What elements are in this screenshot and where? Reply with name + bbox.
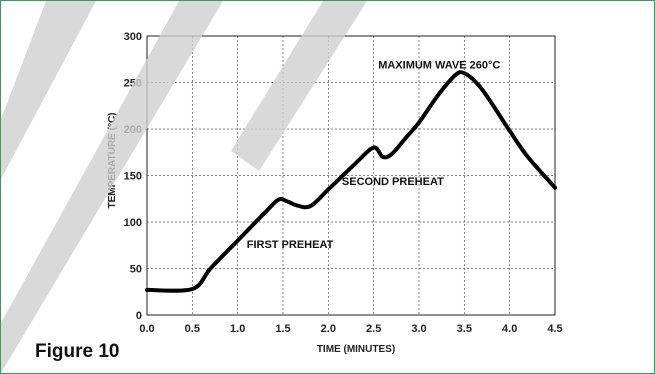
x-tick-label: 3.0 [411,323,426,335]
x-tick-label: 4.0 [502,323,517,335]
y-tick-label: 250 [124,78,142,90]
y-tick-label: 0 [136,310,142,322]
x-tick-label: 0.0 [139,323,154,335]
x-tick-label: 4.5 [547,323,562,335]
chart-annotation: SECOND PREHEAT [342,176,444,188]
x-tick-label: 2.0 [321,323,336,335]
x-tick-label: 3.5 [457,323,472,335]
chart-annotation: FIRST PREHEAT [247,239,334,251]
figure-caption: Figure 10 [35,341,120,362]
y-tick-labels: 0 50 100 150 200 250 300 [124,31,142,322]
y-tick-label: 50 [130,264,142,276]
y-tick-label: 150 [124,171,142,183]
annotations: MAXIMUM WAVE 260°C SECOND PREHEAT FIRST PR… [247,60,501,251]
x-tick-label: 1.5 [275,323,290,335]
x-tick-label: 0.5 [185,323,200,335]
y-tick-label: 300 [124,31,142,43]
y-tick-label: 100 [124,217,142,229]
x-axis-title: TIME (MINUTES) [317,344,395,355]
y-axis-title: TEMPERATURE (°C) [107,112,118,208]
x-tick-labels: 0.0 0.5 1.0 1.5 2.0 2.5 3.0 3.5 4.0 4.5 [139,323,562,335]
x-tick-label: 1.0 [230,323,245,335]
y-tick-label: 200 [124,124,142,136]
temperature-curve [145,70,557,293]
x-tick-label: 2.5 [366,323,381,335]
chart-annotation: MAXIMUM WAVE 260°C [378,60,500,72]
